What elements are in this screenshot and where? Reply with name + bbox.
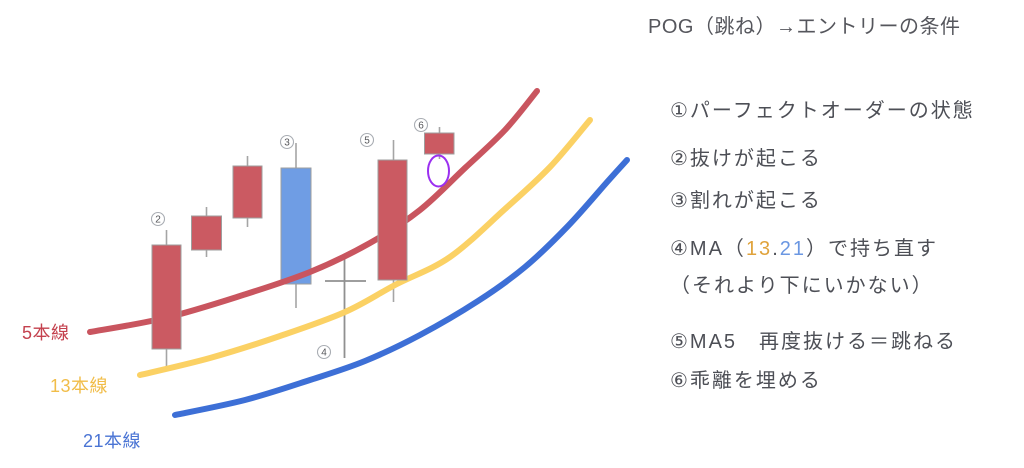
page-title: POG（跳ね）→エントリーの条件 [648,16,961,38]
bearish-candle-body [280,167,312,285]
condition-text: . [772,238,780,260]
chart-marker-circle [316,344,332,360]
condition-item: ①パーフェクトオーダーの状態 [670,101,975,121]
ma5-label: 5本線 [22,323,70,343]
condition-item: ④MA（13.21）で持ち直す [670,239,938,259]
condition-text: ⑥乖離を埋める [670,370,822,392]
bullish-candle-body [191,215,222,251]
ma21-label: 21本線 [83,431,141,451]
ma13-line [137,117,593,378]
condition-colored-text: 13 [745,238,773,260]
bullish-candle-body [424,132,455,155]
chart-marker-number: 4 [321,348,327,359]
condition-item: ⑥乖離を埋める [670,371,822,391]
chart-marker-circle [413,117,429,133]
condition-text: ）で持ち直す [806,238,938,260]
condition-text: （それより下にいかない） [670,275,934,297]
condition-text: ②抜けが起こる [670,148,822,170]
chart-marker-number: 5 [364,136,370,147]
condition-text: ①パーフェクトオーダーの状態 [670,100,975,122]
bullish-candle-body [232,165,263,219]
condition-item: （それより下にいかない） [670,276,934,296]
chart-marker-number: 2 [155,215,161,226]
gap-highlight-ellipse [427,154,450,188]
bullish-candle-body [151,244,182,350]
chart-marker-number: 3 [284,138,290,149]
bullish-candle-body [377,159,408,281]
chart-marker-circle [359,132,375,148]
condition-text: ⑤MA5 再度抜ける＝跳ねる [670,331,958,353]
condition-text: ③割れが起こる [670,190,822,212]
condition-item: ③割れが起こる [670,191,822,211]
ma5-line [87,88,540,335]
ma21-line [172,157,630,418]
ma13-label: 13本線 [50,376,108,396]
condition-text: ④MA（ [670,238,746,260]
condition-item: ②抜けが起こる [670,149,822,169]
condition-item: ⑤MA5 再度抜ける＝跳ねる [670,332,957,352]
condition-colored-text: 21 [779,238,806,260]
candlestick-diagram: 2 3 4 5 6 5本線 13本線 21本線 [22,88,630,451]
chart-marker-number: 6 [418,121,424,132]
chart-marker-circle [279,134,295,150]
chart-marker-circle [150,211,166,227]
